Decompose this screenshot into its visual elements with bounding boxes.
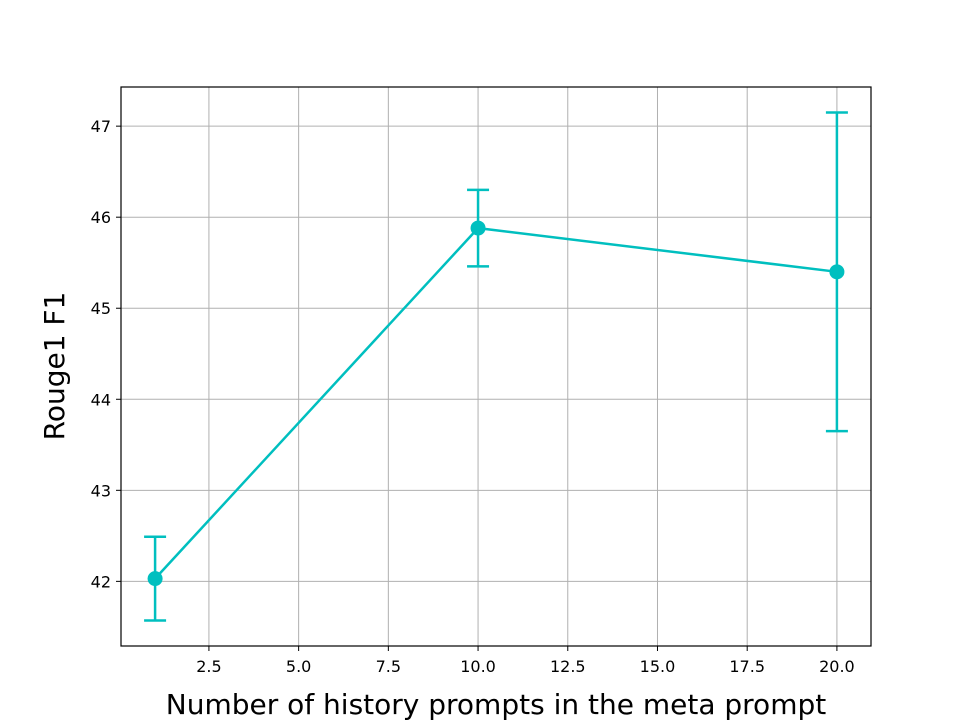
plot-frame: [120, 86, 872, 647]
series-line: [154, 226, 838, 580]
x-tick-label: 7.5: [376, 657, 401, 676]
x-tick-label: 15.0: [640, 657, 676, 676]
x-axis-label: Number of history prompts in the meta pr…: [166, 688, 826, 721]
x-tick-label: 10.0: [460, 657, 496, 676]
y-tick-label: 44: [91, 390, 111, 409]
y-tick-label: 43: [91, 481, 111, 500]
x-tick-label: 20.0: [819, 657, 855, 676]
y-tick-label: 42: [91, 572, 111, 591]
y-tick-label: 45: [91, 299, 111, 318]
y-tick-label: 47: [91, 117, 111, 136]
point: [147, 571, 163, 587]
y-axis-label: Rouge1 F1: [38, 292, 71, 441]
x-tick-label: 12.5: [550, 657, 586, 676]
x-tick-label: 5.0: [286, 657, 311, 676]
x-tick-label: 2.5: [196, 657, 221, 676]
point: [829, 264, 845, 280]
x-tick-label: 17.5: [729, 657, 765, 676]
y-tick-label: 46: [91, 208, 111, 227]
point: [470, 220, 486, 236]
